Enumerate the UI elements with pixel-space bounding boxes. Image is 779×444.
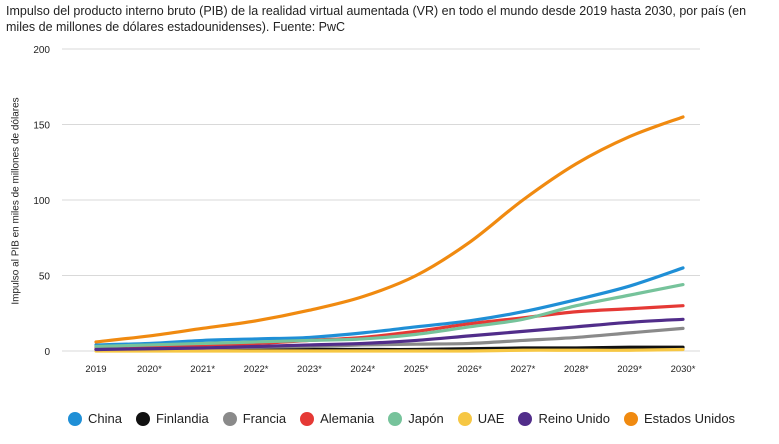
gridlines bbox=[62, 48, 700, 352]
legend-label: UAE bbox=[477, 411, 505, 426]
x-tick-label: 2025* bbox=[404, 364, 429, 375]
series-lines bbox=[94, 115, 685, 353]
legend-label: Estados Unidos bbox=[644, 411, 736, 426]
legend-item-francia: Francia bbox=[222, 411, 287, 426]
legend-marker-icon bbox=[135, 411, 150, 426]
legend-item-uae: UAE bbox=[457, 411, 505, 426]
legend-marker-icon bbox=[624, 411, 638, 426]
x-tick-label: 2024* bbox=[350, 364, 375, 375]
x-tick-label: 2029* bbox=[617, 364, 642, 375]
legend-marker-icon bbox=[68, 411, 82, 426]
legend-marker-icon bbox=[518, 411, 533, 426]
series-line-estados-unidos bbox=[94, 115, 685, 344]
x-tick-label: 2020* bbox=[137, 364, 162, 375]
y-tick-label: 0 bbox=[44, 347, 50, 358]
legend-marker-icon bbox=[300, 411, 315, 426]
x-tick-label: 2030* bbox=[671, 364, 696, 375]
legend-item-china: China bbox=[68, 411, 122, 426]
legend-label: Alemania bbox=[320, 411, 375, 426]
legend-marker-icon bbox=[457, 411, 472, 426]
y-tick-label: 150 bbox=[33, 121, 50, 132]
legend-marker-icon bbox=[222, 411, 237, 426]
chart-title: Impulso del producto interno bruto (PIB)… bbox=[6, 4, 747, 34]
x-axis-ticks: 2019 2020* 2021* 2022* 2023* 2024* 2025* 2026* 2… bbox=[85, 364, 695, 375]
x-tick-label: 2019 bbox=[85, 364, 106, 375]
x-tick-label: 2028* bbox=[564, 364, 589, 375]
legend-label: Finlandia bbox=[155, 411, 209, 426]
series-line-japon bbox=[94, 282, 685, 349]
x-tick-label: 2021* bbox=[190, 364, 215, 375]
y-tick-label: 200 bbox=[33, 45, 50, 56]
legend-label: Francia bbox=[242, 411, 287, 426]
x-tick-label: 2027* bbox=[510, 364, 535, 375]
legend-item-reino-unido: Reino Unido bbox=[518, 411, 610, 426]
y-axis-ticks: 0 50 100 150 200 bbox=[33, 45, 50, 358]
x-tick-label: 2022* bbox=[244, 364, 269, 375]
legend-item-alemania: Alemania bbox=[300, 411, 374, 426]
legend-label: Reino Unido bbox=[538, 411, 610, 426]
x-tick-label: 2026* bbox=[457, 364, 482, 375]
series-line-uae bbox=[94, 347, 685, 353]
legend-item-japon: Japón bbox=[388, 411, 444, 426]
legend-marker-icon bbox=[388, 411, 403, 426]
legend: China Finlandia Francia Alemania Japón UAE Rei… bbox=[68, 411, 735, 426]
legend-label: China bbox=[88, 411, 122, 426]
legend-label: Japón bbox=[408, 411, 444, 426]
y-tick-label: 50 bbox=[39, 272, 51, 283]
y-tick-label: 100 bbox=[33, 196, 50, 207]
series-line-china bbox=[94, 266, 685, 347]
series-line-reino-unido bbox=[94, 317, 685, 352]
x-tick-label: 2023* bbox=[297, 364, 322, 375]
legend-item-finlandia: Finlandia bbox=[135, 411, 209, 426]
legend-item-estados-unidos: Estados Unidos bbox=[624, 411, 735, 426]
